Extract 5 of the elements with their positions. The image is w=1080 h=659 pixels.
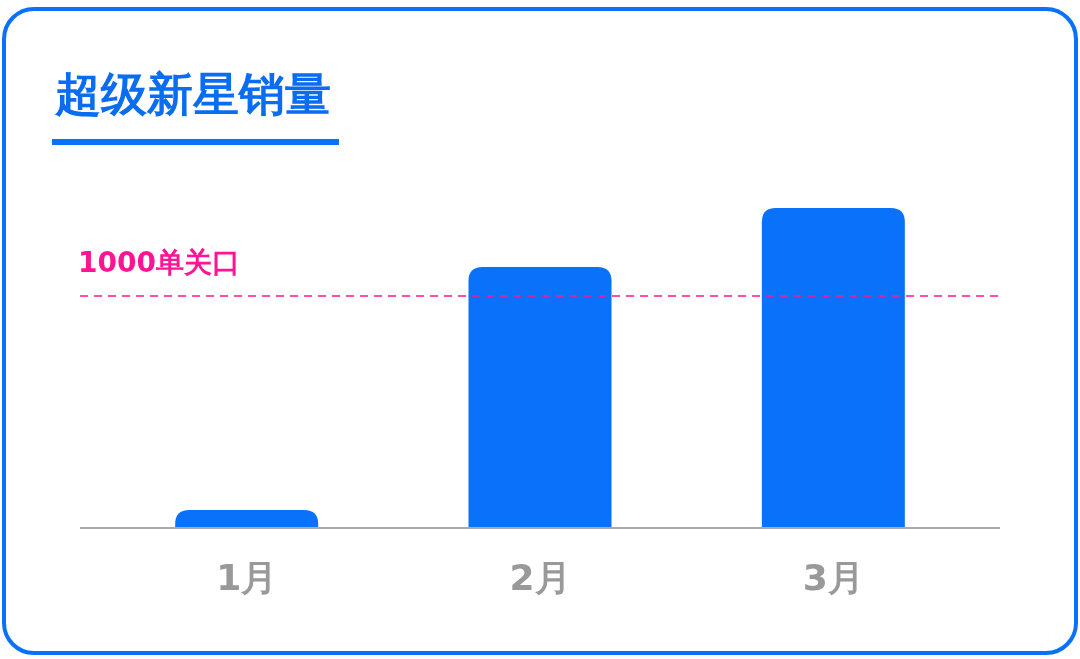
- ref-line-label: 1000单关口: [78, 246, 240, 279]
- chart-title: 超级新星销量: [54, 67, 331, 121]
- x-tick-label: 3月: [802, 557, 864, 598]
- x-tick-label: 2月: [509, 557, 571, 598]
- x-tick-label: 1月: [216, 557, 278, 598]
